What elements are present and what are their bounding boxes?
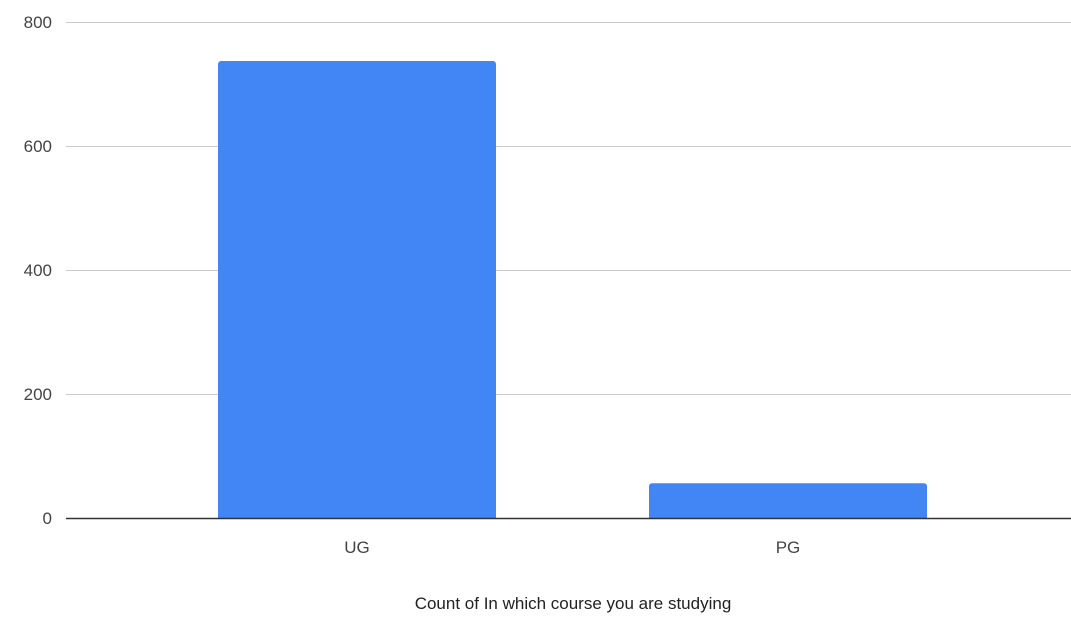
bar-ug[interactable] (218, 61, 496, 519)
bar-base-ug (218, 514, 496, 518)
y-tick-labels: 0 200 400 600 800 (24, 13, 52, 528)
x-tick-label-pg: PG (776, 538, 801, 557)
bars (218, 61, 927, 519)
y-tick-label-200: 200 (24, 385, 52, 404)
bar-base-pg (649, 514, 927, 518)
y-tick-label-800: 800 (24, 13, 52, 32)
y-tick-label-600: 600 (24, 137, 52, 156)
gridlines (66, 22, 1071, 395)
x-tick-label-ug: UG (344, 538, 370, 557)
bar-pg[interactable] (649, 483, 927, 518)
x-tick-labels: UG PG (344, 538, 800, 557)
y-tick-label-0: 0 (43, 509, 52, 528)
x-axis-title: Count of In which course you are studyin… (415, 594, 732, 613)
y-tick-label-400: 400 (24, 261, 52, 280)
